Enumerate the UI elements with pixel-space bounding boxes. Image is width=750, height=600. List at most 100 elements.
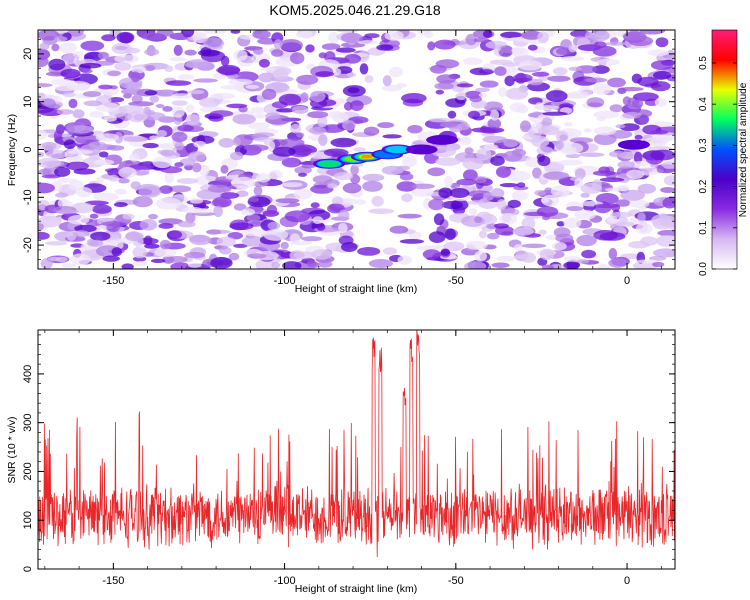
spectrogram-cell: [332, 112, 349, 123]
spectrogram-cell: [70, 253, 91, 266]
spectrogram-cell: [637, 183, 656, 194]
spectrogram-cell: [61, 263, 77, 268]
spectrogram-cell: [559, 103, 574, 109]
spectrogram-cell: [132, 256, 147, 262]
spectrogram-cell: [552, 67, 568, 76]
spectrogram-cell: [245, 84, 259, 89]
spectrogram-cell: [290, 123, 302, 134]
spectrogram-cell: [443, 241, 465, 252]
spectrogram-cell: [108, 97, 125, 103]
spectrogram-cell: [599, 232, 626, 241]
spectrogram-cell: [288, 145, 312, 158]
spectrogram-cell: [144, 109, 155, 116]
spectrogram-y-axis-title: Frequency (Hz): [6, 114, 18, 186]
spectrogram-cell: [434, 82, 454, 90]
spectrogram-cell: [335, 47, 356, 53]
spectrogram-cell: [155, 197, 182, 210]
spectrogram-cell: [411, 187, 434, 197]
spectrogram-cell: [254, 113, 267, 119]
spectrogram-cell: [280, 241, 289, 250]
spectrogram-cell: [240, 208, 256, 216]
spectrogram-cell: [456, 178, 477, 186]
spectrogram-cell: [482, 135, 508, 144]
spectrogram-cell: [381, 165, 404, 175]
spectrogram-cell: [463, 169, 478, 182]
spectrogram-cell: [359, 63, 369, 75]
spectrogram-cell: [434, 39, 456, 50]
spectrogram-cell: [38, 151, 45, 158]
spectrogram-cell: [344, 54, 361, 64]
spectrogram-y-tick-label: 10: [22, 96, 34, 108]
spectrogram-cell: [174, 141, 185, 151]
spectrogram-cell: [491, 188, 505, 198]
spectrogram-cell: [644, 136, 669, 146]
spectrogram-cell: [141, 32, 167, 41]
spectrogram-cell: [561, 145, 577, 156]
spectrogram-cell: [38, 182, 55, 194]
spectrogram-cell: [128, 153, 140, 162]
spectrogram-cell: [610, 211, 633, 218]
spectrogram-cell: [142, 142, 159, 149]
spectrogram-cell: [368, 208, 395, 214]
spectrogram-cell: [563, 217, 582, 229]
spectrogram-cell: [343, 101, 353, 111]
spectrogram-cell: [342, 85, 366, 97]
spectrogram-cell: [428, 231, 446, 244]
snr-x-tick-label: -50: [448, 575, 464, 587]
spectrogram-cell: [181, 206, 203, 214]
spectrogram-cell: [230, 30, 241, 34]
spectrogram-cell: [376, 44, 394, 51]
spectrogram-cell: [296, 132, 305, 138]
spectrogram-cell: [38, 215, 62, 228]
spectrogram-cell: [349, 100, 364, 111]
spectrogram-cell: [246, 214, 261, 222]
spectrogram-cell: [605, 41, 627, 46]
spectrogram-cell: [300, 92, 309, 103]
spectrogram-cell: [340, 32, 363, 44]
spectrogram-cell: [666, 49, 675, 61]
spectrogram-cell: [210, 257, 233, 269]
spectrogram-cell: [166, 230, 182, 240]
spectrogram-x-tick-label: -50: [448, 275, 464, 287]
spectrogram-cell: [543, 161, 565, 174]
spectrogram-peak: [405, 144, 438, 155]
colorbar-title: Normalized spectral amplitude: [738, 82, 749, 217]
spectrogram-cell: [203, 37, 225, 49]
spectrogram-cell: [512, 73, 533, 82]
spectrogram-cell: [584, 77, 608, 83]
spectrogram-cell: [268, 169, 283, 180]
spectrogram-cell: [55, 256, 68, 263]
colorbar-bar: [711, 29, 738, 270]
snr-background: [38, 330, 675, 569]
spectrogram-cell: [395, 83, 408, 88]
spectrogram-cell: [278, 93, 302, 106]
spectrogram-cell: [615, 221, 635, 227]
spectrogram-cell: [83, 100, 103, 107]
spectrogram-cell: [122, 213, 135, 220]
spectrogram-cell: [323, 148, 349, 157]
spectrogram-cell: [265, 112, 281, 120]
spectrogram-cell: [338, 222, 348, 234]
spectrogram-cell: [371, 195, 384, 207]
spectrogram-cell: [164, 65, 174, 73]
spectrogram-cell: [358, 40, 379, 45]
spectrogram-cell: [382, 75, 392, 87]
spectrogram-cell: [513, 186, 529, 191]
spectrogram-cell: [547, 75, 571, 82]
spectrogram-cell: [473, 176, 487, 184]
spectrogram-cell: [95, 176, 104, 185]
spectrogram-cell: [340, 42, 366, 48]
spectrogram-cell: [148, 213, 158, 220]
spectrogram-cell: [441, 200, 463, 210]
spectrogram-cell: [560, 56, 585, 62]
spectrogram-cell: [68, 98, 78, 109]
spectrogram-cell: [364, 75, 374, 83]
spectrogram-cell: [447, 110, 457, 119]
spectrogram-cell: [538, 125, 560, 136]
spectrogram-cell: [655, 37, 669, 48]
spectrogram-cell: [171, 93, 193, 99]
spectrogram-cell: [118, 167, 137, 179]
spectrogram-cell: [253, 185, 263, 196]
spectrogram-cell: [232, 114, 256, 125]
